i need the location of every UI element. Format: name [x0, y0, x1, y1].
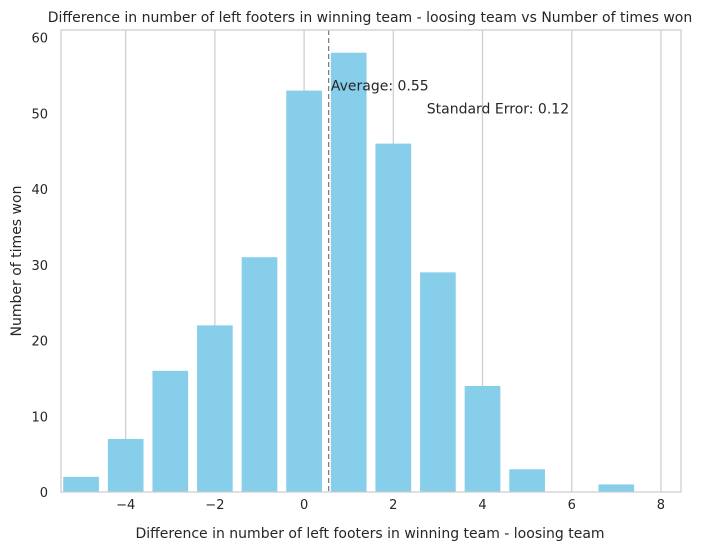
y-tick-label: 40 [31, 183, 48, 198]
bar [464, 385, 501, 492]
x-tick-label: −4 [116, 498, 135, 513]
plot-frame [60, 29, 682, 493]
y-tick-label: 0 [40, 486, 48, 501]
bar [286, 90, 322, 493]
y-tick-label: 60 [31, 32, 48, 47]
y-tick-label: 10 [31, 410, 48, 425]
y-tick-labels: 0 10 20 30 40 50 60 [31, 32, 48, 501]
annotations: Average: 0.55 Standard Error: 0.12 [331, 79, 569, 118]
x-tick-label: 8 [657, 498, 665, 513]
x-tick-label: 0 [300, 498, 308, 513]
bar [63, 476, 99, 492]
bar [197, 325, 233, 492]
bar [420, 272, 456, 492]
annotation-label: Standard Error: 0.12 [427, 101, 569, 117]
bar [241, 257, 278, 492]
y-axis-label: Number of times won [9, 186, 25, 337]
y-tick-label: 50 [31, 107, 48, 122]
bar [152, 370, 189, 492]
x-tick-label: 2 [389, 498, 397, 513]
bar [330, 52, 367, 492]
y-tick-label: 30 [31, 259, 48, 274]
annotation-label: Average: 0.55 [331, 79, 429, 95]
bar [598, 484, 635, 492]
bar [509, 469, 545, 492]
chart-title: Difference in number of left footers in … [48, 10, 692, 26]
y-tick-label: 20 [31, 335, 48, 350]
bar [107, 438, 144, 492]
bars [63, 52, 635, 493]
x-tick-labels: −4 −2 0 2 4 6 8 [116, 498, 665, 513]
x-tick-label: −2 [205, 498, 224, 513]
x-tick-label: 6 [568, 498, 576, 513]
x-tick-label: 4 [478, 498, 486, 513]
x-axis-label: Difference in number of left footers in … [135, 526, 604, 542]
bar [375, 143, 412, 492]
